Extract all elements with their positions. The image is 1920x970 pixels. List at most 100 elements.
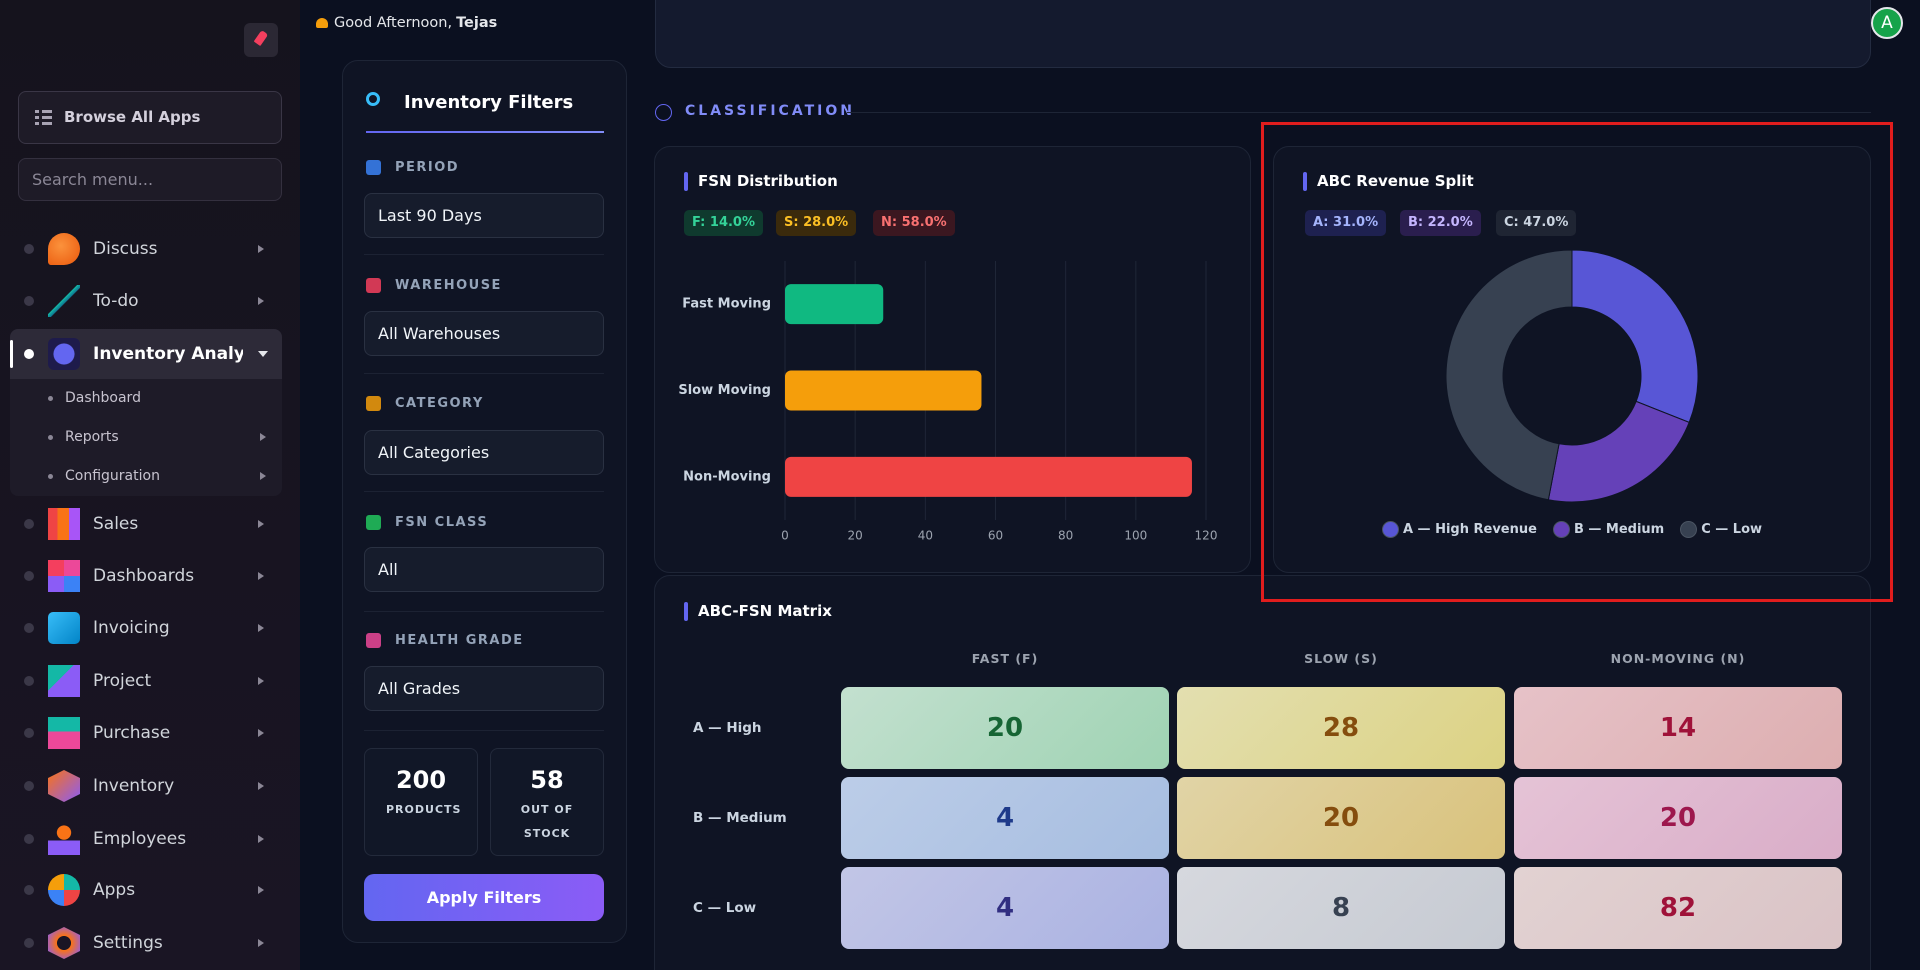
active-menu-bar — [10, 340, 13, 368]
matrix-cell[interactable]: 20 — [1514, 777, 1842, 859]
x-tick-label: 120 — [1195, 529, 1218, 543]
legend-swatch — [1552, 520, 1570, 538]
menu-arrow — [258, 729, 264, 737]
menu-item[interactable]: Invoicing — [18, 606, 282, 650]
menu-label: Dashboards — [93, 566, 195, 586]
chart-badge: A: 31.0% — [1305, 210, 1387, 236]
filter-select[interactable]: Last 90 Days — [364, 193, 604, 238]
user-avatar[interactable]: A — [1871, 7, 1903, 39]
menu-icon — [48, 338, 80, 370]
matrix-cell[interactable]: 4 — [841, 777, 1169, 859]
menu-label: Invoicing — [93, 618, 170, 638]
menu-item[interactable]: Project — [18, 659, 282, 703]
matrix-cell[interactable]: 82 — [1514, 867, 1842, 949]
matrix-row-label: B — Medium — [693, 810, 787, 826]
submenu-item[interactable]: Configuration — [40, 462, 280, 490]
matrix-row-label: A — High — [693, 720, 762, 736]
card-accent — [684, 602, 688, 621]
matrix-cell[interactable]: 20 — [841, 687, 1169, 769]
legend: A — High Revenue B — Medium C — Low — [1273, 516, 1871, 542]
matrix-cell[interactable]: 20 — [1177, 777, 1505, 859]
menu-dot — [24, 349, 34, 359]
menu-label: Employees — [93, 829, 187, 849]
menu-label: Sales — [93, 514, 139, 534]
stat-card: 200 PRODUCTS — [364, 748, 478, 856]
filter-separator — [364, 373, 604, 374]
menu-dot — [24, 938, 34, 948]
legend-label: B — Medium — [1573, 521, 1665, 537]
y-tick-label: Non-Moving — [683, 469, 771, 484]
highlight-frame — [1261, 122, 1893, 602]
filter-select[interactable]: All Grades — [364, 666, 604, 711]
menu-icon — [48, 233, 80, 265]
chart-title: ABC Revenue Split — [1317, 172, 1474, 190]
submenu-label: Reports — [65, 429, 119, 445]
menu-item[interactable]: Inventory Analyti... — [18, 332, 282, 376]
browse-icon-line — [42, 116, 52, 119]
submenu-dot — [48, 435, 53, 440]
menu-dot — [24, 623, 34, 633]
menu-item[interactable]: Apps — [18, 868, 282, 912]
menu-item[interactable]: Purchase — [18, 711, 282, 755]
submenu-item[interactable]: Dashboard — [40, 384, 280, 412]
filter-select[interactable]: All — [364, 547, 604, 592]
filter-label-icon — [366, 278, 381, 293]
stat-card: 58 OUT OF STOCK — [490, 748, 604, 856]
filter-value: All Categories — [378, 443, 490, 462]
matrix-cell[interactable]: 14 — [1514, 687, 1842, 769]
section-rule — [847, 112, 1871, 113]
matrix-cell[interactable]: 4 — [841, 867, 1169, 949]
menu-dot — [24, 781, 34, 791]
menu-item[interactable]: Settings — [18, 921, 282, 965]
filter-select[interactable]: All Categories — [364, 430, 604, 475]
donut-slice — [1445, 249, 1573, 501]
browse-icon-dot — [35, 110, 39, 113]
menu-dot — [24, 728, 34, 738]
legend-item[interactable]: A — High Revenue — [1381, 520, 1537, 538]
legend-swatch — [1381, 520, 1399, 538]
filter-label: CATEGORY — [395, 396, 484, 411]
matrix-cell[interactable]: 8 — [1177, 867, 1505, 949]
search-placeholder: Search menu... — [32, 170, 154, 189]
legend-item[interactable]: C — Low — [1680, 520, 1763, 538]
filters-panel: Inventory Filters PERIOD Last 90 Days WAREH… — [342, 60, 627, 943]
menu-item[interactable]: Inventory — [18, 764, 282, 808]
y-tick-label: Slow Moving — [678, 383, 771, 398]
submenu-bg — [10, 379, 282, 496]
filter-select[interactable]: All Warehouses — [364, 311, 604, 356]
submenu-item[interactable]: Reports — [40, 423, 280, 451]
menu-item[interactable]: Discuss — [18, 227, 282, 271]
x-tick-label: 80 — [1058, 529, 1073, 543]
section-icon — [655, 104, 672, 121]
bar — [785, 370, 982, 411]
menu-dot — [24, 571, 34, 581]
menu-arrow — [258, 351, 268, 357]
menu-item[interactable]: Dashboards — [18, 554, 282, 598]
bar — [785, 456, 1192, 497]
filter-separator — [364, 611, 604, 612]
menu-item[interactable]: Sales — [18, 502, 282, 546]
greeting: Good Afternoon, Tejas — [316, 12, 636, 34]
top-banner — [655, 0, 1871, 68]
menu-item[interactable]: Employees — [18, 817, 282, 861]
browse-all-apps[interactable]: Browse All Apps — [18, 91, 282, 144]
x-tick-label: 20 — [848, 529, 863, 543]
menu-icon — [48, 560, 80, 592]
menu-arrow — [258, 782, 264, 790]
menu-label: Settings — [93, 933, 163, 953]
matrix-cell[interactable]: 28 — [1177, 687, 1505, 769]
menu-icon — [48, 665, 80, 697]
search-box[interactable]: Search menu... — [18, 158, 282, 201]
legend-item[interactable]: B — Medium — [1552, 520, 1665, 538]
legend-label: C — Low — [1701, 521, 1763, 537]
menu-arrow — [258, 572, 264, 580]
apply-filters-button[interactable]: Apply Filters — [364, 874, 604, 921]
bar — [785, 284, 884, 325]
menu-item[interactable]: To-do — [18, 279, 282, 323]
submenu-label: Dashboard — [65, 390, 141, 406]
menu-dot — [24, 885, 34, 895]
menu-icon — [48, 285, 80, 317]
menu-icon — [48, 717, 80, 749]
pin-button[interactable] — [244, 23, 278, 57]
